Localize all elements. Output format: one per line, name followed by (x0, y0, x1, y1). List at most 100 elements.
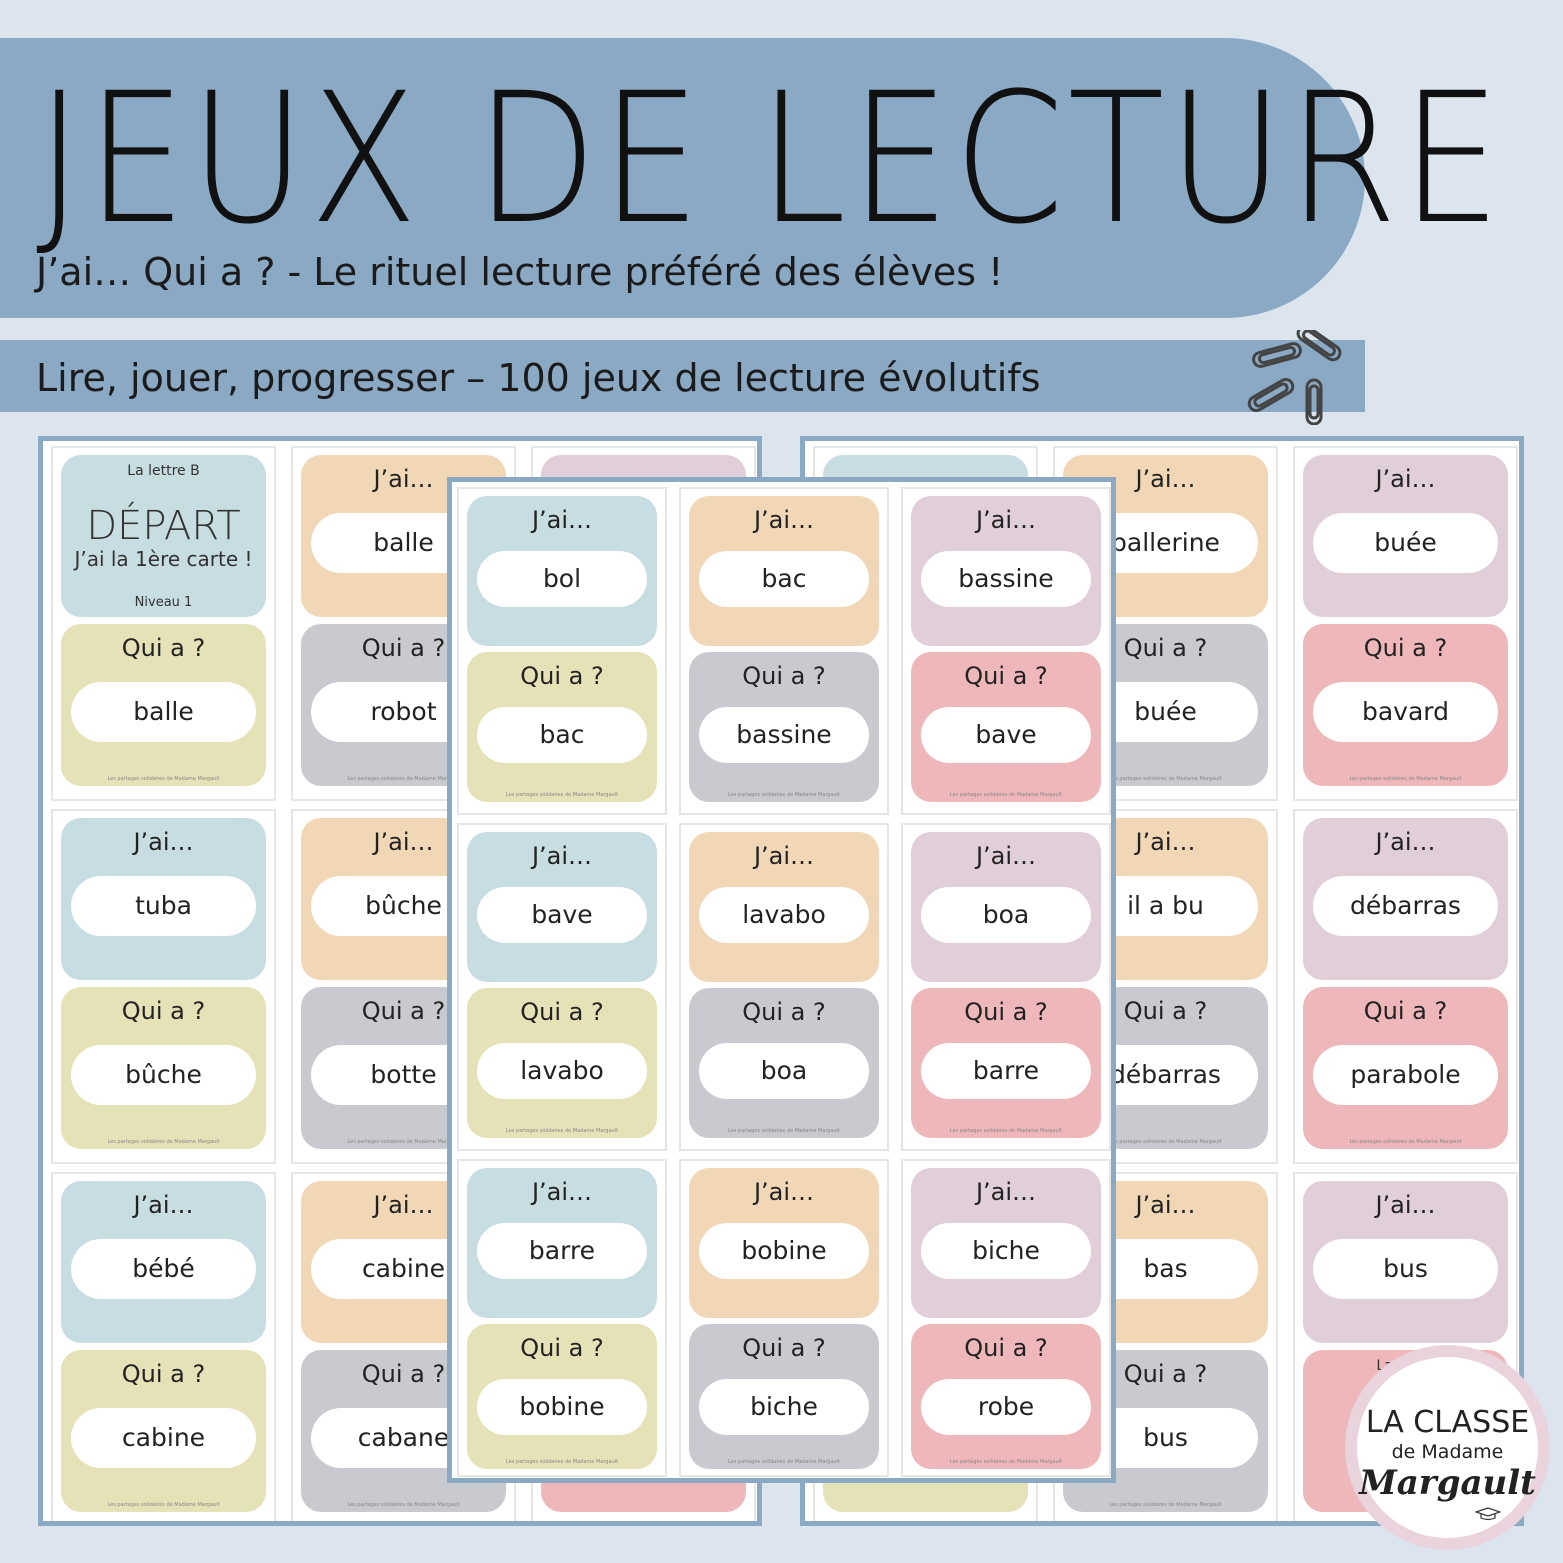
question-label: Qui a ? (1363, 997, 1448, 1025)
letter-label: La lettre B (127, 463, 200, 479)
logo-inner: LA CLASSE de Madame Margault (1357, 1357, 1538, 1538)
card-bottom-half: Qui a ? barre Les partages solidaires de… (911, 988, 1101, 1138)
card-top-half: J’ai… lavabo (689, 832, 879, 982)
question-label: Qui a ? (964, 998, 1048, 1026)
reading-card: J’ai… bave Qui a ? lavabo Les partages s… (457, 823, 667, 1151)
question-label: Qui a ? (742, 662, 826, 690)
card-footer: Les partages solidaires de Madame Margau… (505, 1128, 619, 1134)
card-bottom-half: Qui a ? cabine Les partages solidaires d… (61, 1350, 266, 1512)
depart-label: DÉPART (86, 503, 241, 549)
word-pill: buée (1313, 513, 1498, 573)
question-label: Qui a ? (1123, 634, 1208, 662)
card-bottom-half: Qui a ? bac Les partages solidaires de M… (467, 652, 657, 802)
card-footer: Les partages solidaires de Madame Margau… (1109, 1139, 1222, 1145)
word-pill: bobine (699, 1223, 869, 1279)
word-pill: tuba (71, 876, 256, 936)
jai-label: J’ai… (1375, 1191, 1436, 1219)
card-top-half: J’ai… bus (1303, 1181, 1508, 1343)
question-label: Qui a ? (964, 662, 1048, 690)
card-footer: Les partages solidaires de Madame Margau… (347, 1502, 460, 1508)
card-footer: Les partages solidaires de Madame Margau… (727, 1128, 841, 1134)
card-bottom-half: Qui a ? bavard Les partages solidaires d… (1303, 624, 1508, 786)
jai-label: J’ai… (373, 465, 434, 493)
word-pill: bassine (921, 551, 1091, 607)
reading-card: J’ai… buée Qui a ? bavard Les partages s… (1293, 446, 1518, 801)
question-label: Qui a ? (742, 1334, 826, 1362)
card-footer: Les partages solidaires de Madame Margau… (1109, 776, 1222, 782)
card-bottom-half: Qui a ? robe Les partages solidaires de … (911, 1324, 1101, 1469)
word-pill: biche (921, 1223, 1091, 1279)
page-title: JEUX DE LECTURE (36, 55, 1505, 264)
word-pill: bébé (71, 1239, 256, 1299)
card-bottom-half: Qui a ? bassine Les partages solidaires … (689, 652, 879, 802)
jai-label: J’ai… (1135, 828, 1196, 856)
card-footer: Les partages solidaires de Madame Margau… (107, 776, 220, 782)
card-footer: Les partages solidaires de Madame Margau… (347, 776, 460, 782)
middle-card-sheet: J’ai… bol Qui a ? bac Les partages solid… (447, 477, 1116, 1483)
question-label: Qui a ? (1123, 1360, 1208, 1388)
card-footer: Les partages solidaires de Madame Margau… (1109, 1502, 1222, 1508)
card-top-half: J’ai… bol (467, 496, 657, 646)
reading-card: J’ai… boa Qui a ? barre Les partages sol… (901, 823, 1111, 1151)
card-bottom-half: Qui a ? boa Les partages solidaires de M… (689, 988, 879, 1138)
jai-label: J’ai… (753, 1178, 815, 1206)
question-label: Qui a ? (361, 997, 446, 1025)
jai-label: J’ai… (1135, 1191, 1196, 1219)
card-bottom-half: Qui a ? cabane Les partages solidaires d… (301, 1350, 506, 1512)
word-pill: bave (921, 707, 1091, 763)
card-footer: Les partages solidaires de Madame Margau… (107, 1502, 220, 1508)
card-top-half: J’ai… biche (911, 1168, 1101, 1318)
page-subtitle: J’ai… Qui a ? - Le rituel lecture préfér… (36, 250, 1004, 294)
card-top-half: J’ai… bobine (689, 1168, 879, 1318)
card-top-half: J’ai… bébé (61, 1181, 266, 1343)
jai-label: J’ai… (373, 1191, 434, 1219)
card-top-half: J’ai… bassine (911, 496, 1101, 646)
level-label: Niveau 1 (134, 595, 193, 610)
jai-label: J’ai… (531, 506, 593, 534)
word-pill: bavard (1313, 682, 1498, 742)
word-pill: bobine (477, 1379, 647, 1435)
card-footer: Les partages solidaires de Madame Margau… (1349, 776, 1462, 782)
reading-card: J’ai… bobine Qui a ? biche Les partages … (679, 1159, 889, 1477)
jai-label: J’ai… (531, 842, 593, 870)
word-pill: boa (699, 1043, 869, 1099)
word-text: robot (370, 697, 437, 726)
word-pill: parabole (1313, 1045, 1498, 1105)
question-label: Qui a ? (121, 997, 206, 1025)
card-footer: Les partages solidaires de Madame Margau… (505, 792, 619, 798)
word-pill: bac (477, 707, 647, 763)
jai-label: J’ai… (975, 506, 1037, 534)
tagline: Lire, jouer, progresser – 100 jeux de le… (36, 356, 1041, 400)
card-bottom-half: Qui a ? lavabo Les partages solidaires d… (467, 988, 657, 1138)
question-label: Qui a ? (520, 1334, 604, 1362)
reading-card: J’ai… bébé Qui a ? cabine Les partages s… (51, 1172, 276, 1521)
card-top-half: La lettre B DÉPART J’ai la 1ère carte ! … (61, 455, 266, 617)
word-pill: bassine (699, 707, 869, 763)
jai-label: J’ai… (373, 828, 434, 856)
depart-card: La lettre B DÉPART J’ai la 1ère carte ! … (51, 446, 276, 801)
word-pill: bave (477, 887, 647, 943)
logo-line-1: LA CLASSE (1365, 1405, 1530, 1440)
word-pill: biche (699, 1379, 869, 1435)
word-pill: cabine (71, 1408, 256, 1468)
reading-card: J’ai… bassine Qui a ? bave Les partages … (901, 487, 1111, 815)
jai-label: J’ai… (753, 506, 815, 534)
question-label: Qui a ? (964, 1334, 1048, 1362)
first-card-label: J’ai la 1ère carte ! (74, 547, 253, 571)
title-banner (0, 38, 1365, 318)
card-top-half: J’ai… bave (467, 832, 657, 982)
word-pill: barre (477, 1223, 647, 1279)
word-pill: bol (477, 551, 647, 607)
jai-label: J’ai… (133, 828, 194, 856)
word-pill: bus (1313, 1239, 1498, 1299)
card-bottom-half: Qui a ? bave Les partages solidaires de … (911, 652, 1101, 802)
paperclip-icon (1247, 330, 1342, 425)
question-label: Qui a ? (742, 998, 826, 1026)
card-bottom-half: Qui a ? bobine Les partages solidaires d… (467, 1324, 657, 1469)
brand-logo: LA CLASSE de Madame Margault (1345, 1345, 1550, 1550)
word-pill: bac (699, 551, 869, 607)
card-top-half: J’ai… bac (689, 496, 879, 646)
word-pill: robe (921, 1379, 1091, 1435)
reading-card: J’ai… débarras Qui a ? parabole Les part… (1293, 809, 1518, 1164)
card-bottom-half: Qui a ? bûche Les partages solidaires de… (61, 987, 266, 1149)
